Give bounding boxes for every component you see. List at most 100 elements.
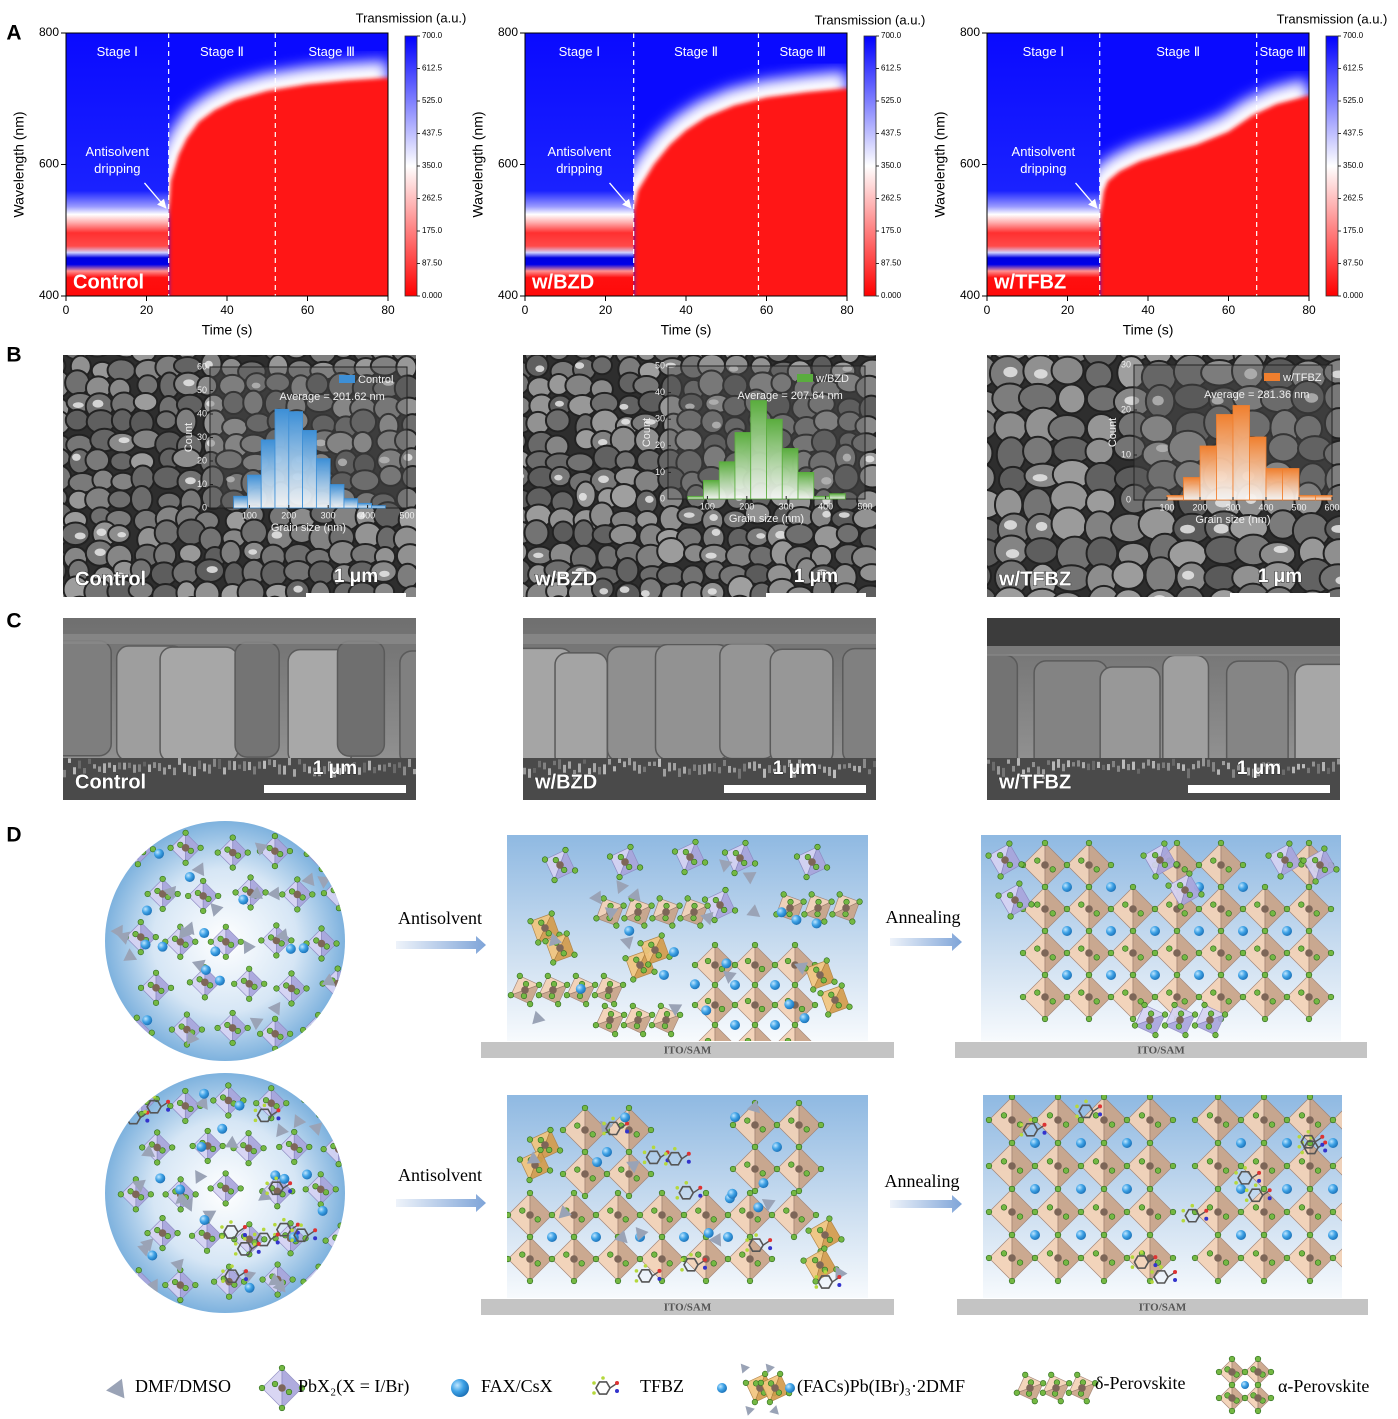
grain-highlight (183, 379, 194, 386)
halide-atom (1223, 1168, 1229, 1174)
halide-atom (287, 848, 293, 854)
halide-atom (1376, 1163, 1382, 1169)
grain-highlight (185, 477, 196, 484)
molecule-atom (1075, 1115, 1079, 1119)
grain (611, 484, 637, 508)
lead-atom (318, 850, 326, 858)
halide-atom (1101, 1278, 1107, 1284)
cation (624, 926, 634, 936)
cation (201, 965, 211, 975)
y-tick-label: 600 (39, 157, 59, 171)
cation (1062, 970, 1072, 980)
halide-atom (634, 1176, 640, 1182)
molecule-atom (1320, 1135, 1324, 1139)
grain-highlight (1003, 367, 1017, 377)
substrate-texture (173, 768, 176, 776)
grain (373, 599, 400, 621)
x-tick-label: 100 (1159, 502, 1174, 512)
molecule-atom (296, 1223, 300, 1227)
cation (1328, 1230, 1338, 1240)
molecule-atom (815, 1285, 819, 1289)
halide-atom (1330, 1163, 1336, 1169)
octahedron-face (341, 1226, 356, 1256)
grain-highlight (554, 475, 562, 481)
lead-atom (1146, 1116, 1154, 1124)
legend-swatch (797, 374, 813, 382)
molecule-atom (745, 1238, 749, 1242)
x-tick-label: 300 (779, 501, 794, 511)
cation (142, 1015, 152, 1025)
cation (1238, 970, 1248, 980)
halide-atom (272, 833, 278, 839)
histogram-bar (247, 475, 261, 508)
lead-atom (1217, 861, 1225, 869)
lead-atom (751, 1121, 759, 1129)
halide-atom (184, 1012, 190, 1018)
substrate-texture (733, 768, 736, 773)
solvent (766, 1362, 776, 1373)
substrate-texture (1077, 760, 1080, 766)
cation (785, 1383, 795, 1393)
substrate-texture (1222, 761, 1225, 765)
y-tick-label: 400 (498, 288, 518, 302)
process-arrow (396, 936, 486, 954)
substrate-texture (1167, 763, 1170, 771)
substrate-texture (987, 760, 990, 764)
halide-atom (139, 1145, 145, 1151)
molecule-atom (684, 1181, 688, 1185)
halide-atom (745, 1162, 751, 1168)
halide-atom (177, 954, 183, 960)
grain (223, 335, 244, 357)
cation (1328, 1138, 1338, 1148)
halide-atom (129, 1027, 135, 1033)
y-tick-label: 10 (197, 479, 207, 489)
colorbar-tick-label: 700.0 (1343, 31, 1364, 40)
halide-atom (1328, 994, 1334, 1000)
halide-atom (260, 1277, 266, 1283)
substrate-texture (278, 764, 281, 774)
stage-label: Stage Ⅰ (97, 44, 138, 59)
halide-atom (1138, 911, 1144, 917)
grain (397, 564, 419, 588)
halide-atom (1050, 999, 1056, 1005)
halide-atom (1269, 1214, 1275, 1220)
octahedron-face (1356, 1235, 1379, 1281)
grain-highlight (73, 402, 84, 408)
halide-atom (527, 1278, 533, 1284)
grain-highlight (862, 610, 873, 615)
molecule-atom (313, 1228, 317, 1232)
halide-atom (527, 1234, 533, 1240)
scale-bar (264, 785, 406, 793)
figure: ABCDControl1 μmControl1 μmw/BZD1 μmw/BZD… (0, 0, 1398, 1419)
substrate-texture (1177, 763, 1180, 769)
halide-atom (1211, 946, 1217, 952)
cation (1150, 926, 1160, 936)
substrate-texture (1137, 769, 1140, 774)
grain (567, 453, 593, 471)
halide-atom (1063, 1168, 1069, 1174)
halide-atom (1361, 1214, 1367, 1220)
lead-atom (1129, 905, 1137, 913)
cation (451, 1379, 469, 1397)
halide-atom (1064, 906, 1070, 912)
halide-atom (1314, 999, 1320, 1005)
halide-atom (1167, 946, 1173, 952)
lead-atom (1129, 993, 1137, 1001)
substrate-texture (243, 761, 246, 771)
halide-atom (1238, 1117, 1244, 1123)
y-tick-label: 600 (498, 157, 518, 171)
grain-highlight (621, 419, 630, 425)
molecule-atom (768, 1238, 772, 1242)
halide-atom (1035, 902, 1041, 908)
substrate-texture (273, 760, 276, 767)
molecule-atom (1181, 1209, 1185, 1213)
halide-atom (154, 1130, 160, 1136)
cation (147, 1250, 157, 1260)
substrate-texture (1092, 761, 1095, 770)
grain-highlight (839, 512, 850, 518)
substrate-texture (268, 759, 271, 765)
lead-atom (711, 1001, 719, 1009)
halide-atom (1284, 1255, 1290, 1261)
grain (238, 579, 265, 605)
halide-atom (319, 836, 325, 842)
